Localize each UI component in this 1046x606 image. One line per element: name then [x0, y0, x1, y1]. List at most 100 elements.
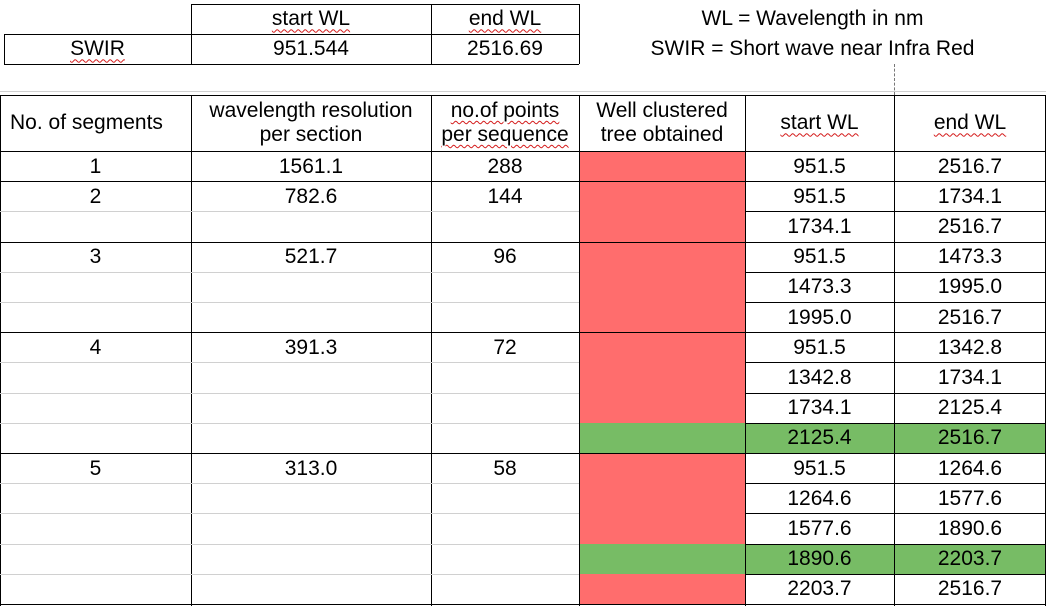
- cluster-status-cell-clustered[interactable]: [579, 422, 745, 454]
- band-end-wl[interactable]: 2516.69: [431, 34, 579, 64]
- cluster-status-cell-clustered[interactable]: [579, 543, 745, 575]
- cluster-status-cell-not-clustered[interactable]: [579, 241, 745, 273]
- band-start-wl[interactable]: 951.544: [191, 34, 431, 64]
- segment-end-wl-cell[interactable]: 2516.7: [894, 422, 1046, 453]
- segment-end-wl-cell[interactable]: 1473.3: [894, 242, 1046, 272]
- resolution-cell-text: 782.6: [284, 184, 338, 208]
- top-block-line: [431, 4, 432, 64]
- segment-end-wl-cell[interactable]: 1264.6: [894, 453, 1046, 483]
- table-line: [745, 513, 1046, 515]
- header-cluster[interactable]: Well clustered tree obtained: [579, 95, 745, 151]
- segment-end-wl-cell-text: 1995.0: [937, 275, 1003, 299]
- cluster-status-cell-not-clustered[interactable]: [579, 513, 745, 545]
- segment-start-wl-cell[interactable]: 2203.7: [745, 574, 894, 604]
- header-segments[interactable]: No. of segments: [0, 95, 191, 151]
- gridline: [0, 573, 579, 575]
- segment-count-cell[interactable]: 2: [0, 181, 191, 211]
- gridline: [0, 362, 579, 364]
- segment-end-wl-cell[interactable]: 2516.7: [894, 151, 1046, 181]
- segment-end-wl-cell[interactable]: 2516.7: [894, 574, 1046, 604]
- points-cell[interactable]: 144: [431, 181, 579, 211]
- cluster-status-cell-not-clustered[interactable]: [579, 483, 745, 514]
- segment-end-wl-cell[interactable]: 2203.7: [894, 543, 1046, 574]
- segment-start-wl-cell[interactable]: 1734.1: [745, 211, 894, 241]
- segment-end-wl-cell-text: 2516.7: [937, 214, 1003, 238]
- segment-end-wl-cell[interactable]: 2516.7: [894, 211, 1046, 241]
- cluster-status-cell-not-clustered[interactable]: [579, 573, 745, 605]
- segment-start-wl-cell[interactable]: 1473.3: [745, 272, 894, 302]
- cluster-status-cell-not-clustered[interactable]: [579, 151, 745, 182]
- segment-end-wl-cell[interactable]: 1890.6: [894, 513, 1046, 543]
- resolution-cell[interactable]: 1561.1: [191, 151, 431, 181]
- segment-end-wl-cell-text: 1734.1: [937, 184, 1003, 208]
- segment-count-cell[interactable]: 3: [0, 242, 191, 272]
- resolution-cell[interactable]: 521.7: [191, 242, 431, 272]
- segment-start-wl-cell[interactable]: 1342.8: [745, 362, 894, 392]
- cluster-status-cell-not-clustered[interactable]: [579, 181, 745, 212]
- table-line: [579, 95, 580, 606]
- top-end-wl-header[interactable]: end WL: [431, 4, 579, 34]
- resolution-cell[interactable]: 313.0: [191, 453, 431, 483]
- header-end-wl[interactable]: end WL: [894, 95, 1046, 151]
- table-line: [0, 95, 1, 606]
- segment-end-wl-cell[interactable]: 1734.1: [894, 181, 1046, 211]
- segment-end-wl-cell[interactable]: 2125.4: [894, 393, 1046, 423]
- segment-count-cell[interactable]: 4: [0, 332, 191, 362]
- table-line: [0, 151, 1046, 152]
- band-label-text: SWIR: [70, 37, 125, 61]
- legend-wl-text: WL = Wavelength in nm: [701, 7, 924, 31]
- segment-end-wl-cell[interactable]: 2516.7: [894, 302, 1046, 332]
- header-resolution[interactable]: wavelength resolution per section: [191, 95, 431, 151]
- table-line: [0, 95, 1046, 96]
- cluster-status-cell-not-clustered[interactable]: [579, 211, 745, 243]
- points-cell[interactable]: 96: [431, 242, 579, 272]
- top-start-wl-header[interactable]: start WL: [191, 4, 431, 34]
- segment-count-cell-text: 2: [89, 184, 102, 208]
- segment-end-wl-cell[interactable]: 1734.1: [894, 362, 1046, 392]
- cluster-status-cell-not-clustered[interactable]: [579, 271, 745, 303]
- table-line: [894, 95, 895, 606]
- legend-swir[interactable]: SWIR = Short wave near Infra Red: [579, 34, 1046, 64]
- segment-start-wl-cell[interactable]: 951.5: [745, 332, 894, 362]
- points-cell-text: 72: [493, 335, 517, 359]
- top-block-line: [4, 34, 579, 35]
- header-start-wl[interactable]: start WL: [745, 95, 894, 151]
- segment-start-wl-cell[interactable]: 951.5: [745, 242, 894, 272]
- segment-start-wl-cell[interactable]: 1734.1: [745, 393, 894, 423]
- segment-start-wl-cell[interactable]: 1890.6: [745, 543, 894, 574]
- segment-count-cell[interactable]: 5: [0, 453, 191, 483]
- header-resolution-line2: per section: [259, 123, 363, 146]
- points-cell[interactable]: 58: [431, 453, 579, 483]
- header-points[interactable]: no.of points per sequence: [431, 95, 579, 151]
- band-end-wl-text: 2516.69: [467, 37, 543, 61]
- cluster-status-cell-not-clustered[interactable]: [579, 453, 745, 484]
- segment-start-wl-cell-text: 1995.0: [787, 305, 852, 329]
- resolution-cell[interactable]: 391.3: [191, 332, 431, 362]
- points-cell[interactable]: 288: [431, 151, 579, 181]
- segment-start-wl-cell[interactable]: 951.5: [745, 151, 894, 181]
- segment-start-wl-cell[interactable]: 1264.6: [745, 483, 894, 513]
- band-label[interactable]: SWIR: [4, 34, 191, 64]
- segment-end-wl-cell-text: 1342.8: [937, 335, 1003, 359]
- cluster-status-cell-not-clustered[interactable]: [579, 392, 745, 424]
- legend-wl[interactable]: WL = Wavelength in nm: [579, 4, 1046, 34]
- points-cell[interactable]: 72: [431, 332, 579, 362]
- cluster-status-cell-not-clustered[interactable]: [579, 332, 745, 363]
- segment-count-cell[interactable]: 1: [0, 151, 191, 181]
- segment-end-wl-cell[interactable]: 1342.8: [894, 332, 1046, 362]
- segment-start-wl-cell[interactable]: 951.5: [745, 453, 894, 483]
- resolution-cell[interactable]: 782.6: [191, 181, 431, 211]
- segment-start-wl-cell[interactable]: 2125.4: [745, 422, 894, 453]
- segment-start-wl-cell-text: 1890.6: [787, 547, 852, 571]
- segment-end-wl-cell-text: 1890.6: [937, 516, 1003, 540]
- cluster-status-cell-not-clustered[interactable]: [579, 302, 745, 333]
- segment-end-wl-cell[interactable]: 1577.6: [894, 483, 1046, 513]
- segment-start-wl-cell[interactable]: 951.5: [745, 181, 894, 211]
- table-line: [745, 95, 746, 606]
- segment-end-wl-cell[interactable]: 1995.0: [894, 272, 1046, 302]
- segment-start-wl-cell[interactable]: 1995.0: [745, 302, 894, 332]
- segment-count-cell-text: 3: [89, 245, 102, 269]
- cluster-status-cell-not-clustered[interactable]: [579, 362, 745, 394]
- table-line: [0, 181, 1046, 183]
- segment-start-wl-cell[interactable]: 1577.6: [745, 513, 894, 543]
